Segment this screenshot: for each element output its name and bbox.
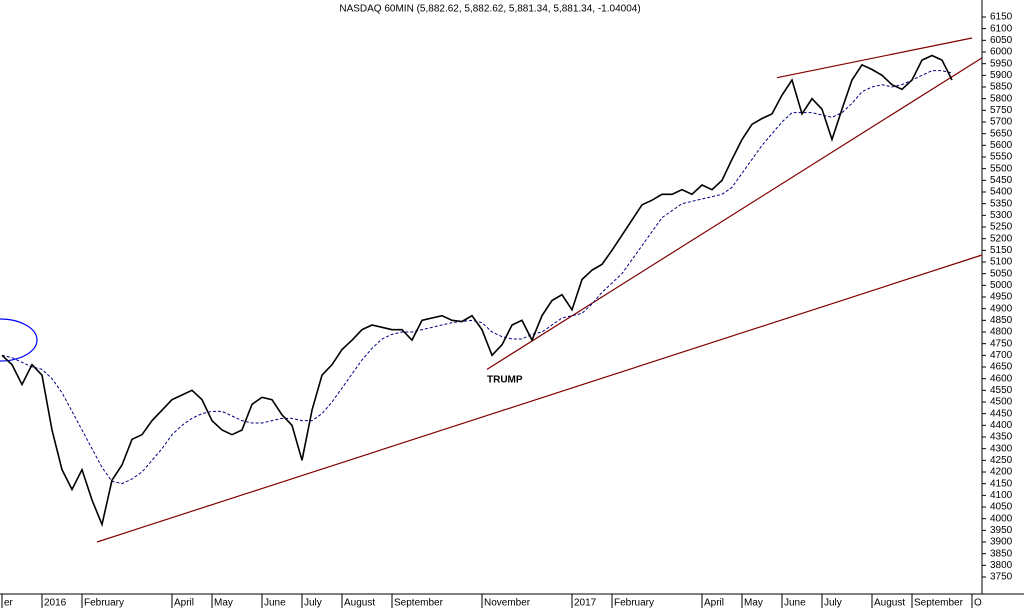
y-tick-label: 4000 — [990, 513, 1013, 524]
x-tick-label: November — [484, 598, 531, 608]
y-tick-label: 5550 — [990, 152, 1013, 163]
x-tick-label: February — [84, 598, 124, 608]
x-tick-label: 2017 — [574, 598, 597, 608]
x-tick-label: 2016 — [44, 598, 67, 608]
price-line — [1, 54, 953, 528]
y-tick-label: 4700 — [990, 350, 1013, 361]
y-tick-label: 5850 — [990, 82, 1013, 93]
y-tick-label: 5700 — [990, 117, 1013, 128]
y-tick-label: 5300 — [990, 210, 1013, 221]
y-tick-label: 6050 — [990, 35, 1013, 46]
x-tick-label: May — [214, 598, 233, 608]
y-tick-label: 4650 — [990, 362, 1013, 373]
y-tick-label: 6100 — [990, 23, 1013, 34]
x-tick-label: August — [344, 598, 375, 608]
y-tick-label: 4400 — [990, 420, 1013, 431]
y-tick-label: 5400 — [990, 187, 1013, 198]
y-tick-label: 5150 — [990, 245, 1013, 256]
y-tick-label: 5350 — [990, 198, 1013, 209]
y-tick-label: 3900 — [990, 537, 1013, 548]
y-tick-label: 4050 — [990, 502, 1013, 513]
plot-area — [0, 0, 982, 594]
y-tick-label: 6000 — [990, 47, 1013, 58]
x-tick-label: August — [874, 598, 905, 608]
y-tick-label: 5750 — [990, 105, 1013, 116]
x-tick-label: September — [394, 598, 444, 608]
y-tick-label: 4800 — [990, 327, 1013, 338]
trend-line — [486, 57, 983, 370]
y-tick-label: 4100 — [990, 490, 1013, 501]
x-tick-label: er — [4, 598, 14, 608]
y-tick-label: 5000 — [990, 280, 1013, 291]
x-tick-label: O — [974, 598, 982, 608]
y-tick-label: 4600 — [990, 373, 1013, 384]
y-tick-label: 4450 — [990, 408, 1013, 419]
y-tick-label: 5600 — [990, 140, 1013, 151]
x-tick-label: April — [174, 598, 194, 608]
y-tick-label: 4550 — [990, 385, 1013, 396]
x-tick-label: July — [304, 598, 322, 608]
y-tick-label: 4950 — [990, 292, 1013, 303]
y-tick-label: 3750 — [990, 572, 1013, 583]
y-tick-label: 5200 — [990, 233, 1013, 244]
y-tick-label: 4250 — [990, 455, 1013, 466]
y-tick-label: 5950 — [990, 58, 1013, 69]
y-tick-label: 5500 — [990, 163, 1013, 174]
y-tick-label: 3850 — [990, 548, 1013, 559]
y-tick-label: 6150 — [990, 12, 1013, 23]
y-tick-label: 5050 — [990, 268, 1013, 279]
moving-average — [1, 70, 953, 485]
y-tick-label: 4350 — [990, 432, 1013, 443]
y-tick-label: 4850 — [990, 315, 1013, 326]
highlight-circle — [0, 318, 38, 362]
x-tick-label: February — [614, 598, 654, 608]
y-tick-label: 4150 — [990, 478, 1013, 489]
y-tick-label: 5250 — [990, 222, 1013, 233]
trend-line — [96, 254, 983, 543]
x-tick-label: June — [784, 598, 806, 608]
y-tick-label: 4900 — [990, 303, 1013, 314]
x-tick-label: April — [704, 598, 724, 608]
y-tick-label: 4300 — [990, 443, 1013, 454]
chart-title: NASDAQ 60MIN (5,882.62, 5,882.62, 5,881.… — [339, 4, 640, 15]
y-tick-label: 5650 — [990, 128, 1013, 139]
annotation: TRUMP — [487, 375, 523, 386]
y-tick-label: 4200 — [990, 467, 1013, 478]
trend-line — [776, 37, 973, 79]
x-tick-label: May — [744, 598, 763, 608]
y-tick-label: 3950 — [990, 525, 1013, 536]
y-tick-label: 5450 — [990, 175, 1013, 186]
x-tick-label: June — [264, 598, 286, 608]
y-tick-label: 5900 — [990, 70, 1013, 81]
y-tick-label: 5100 — [990, 257, 1013, 268]
y-tick-label: 3800 — [990, 560, 1013, 571]
x-tick-label: July — [824, 598, 842, 608]
y-tick-label: 4500 — [990, 397, 1013, 408]
y-tick-label: 5800 — [990, 93, 1013, 104]
y-tick-label: 4750 — [990, 338, 1013, 349]
x-tick-label: September — [914, 598, 964, 608]
